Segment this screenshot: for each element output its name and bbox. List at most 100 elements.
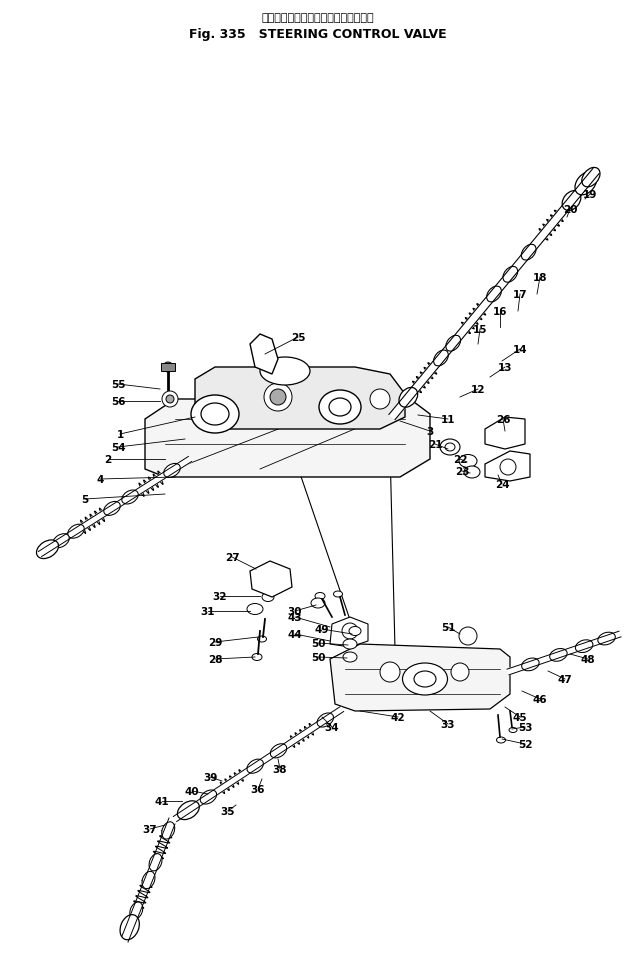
- Polygon shape: [389, 169, 599, 420]
- Ellipse shape: [270, 744, 287, 758]
- Circle shape: [500, 459, 516, 476]
- Ellipse shape: [440, 440, 460, 455]
- Ellipse shape: [104, 502, 120, 516]
- Circle shape: [256, 349, 268, 361]
- Text: 17: 17: [513, 290, 527, 300]
- Text: 26: 26: [495, 414, 510, 425]
- Text: 36: 36: [251, 785, 265, 794]
- Ellipse shape: [509, 728, 517, 733]
- Text: 42: 42: [391, 712, 405, 722]
- Ellipse shape: [163, 464, 180, 478]
- Ellipse shape: [247, 604, 263, 615]
- Text: 3: 3: [426, 427, 434, 437]
- Ellipse shape: [319, 391, 361, 425]
- Text: 52: 52: [518, 740, 532, 749]
- Text: 54: 54: [111, 443, 125, 452]
- Text: 28: 28: [208, 655, 222, 664]
- Text: 53: 53: [518, 722, 532, 732]
- Ellipse shape: [262, 593, 274, 602]
- Ellipse shape: [311, 598, 325, 609]
- Ellipse shape: [349, 627, 361, 636]
- Text: 46: 46: [533, 695, 548, 704]
- Circle shape: [451, 663, 469, 681]
- Text: Fig. 335   STEERING CONTROL VALVE: Fig. 335 STEERING CONTROL VALVE: [189, 28, 447, 41]
- Ellipse shape: [142, 871, 155, 889]
- Ellipse shape: [130, 902, 142, 919]
- Text: 14: 14: [513, 345, 527, 355]
- Ellipse shape: [343, 639, 357, 650]
- Text: 50: 50: [311, 638, 325, 649]
- Ellipse shape: [576, 640, 593, 653]
- Polygon shape: [507, 631, 621, 675]
- Ellipse shape: [53, 534, 69, 548]
- Ellipse shape: [459, 455, 477, 468]
- Text: 39: 39: [203, 772, 217, 783]
- Text: 37: 37: [142, 825, 157, 834]
- Polygon shape: [330, 645, 510, 711]
- Circle shape: [370, 390, 390, 409]
- Ellipse shape: [445, 444, 455, 451]
- Text: 32: 32: [213, 591, 227, 602]
- Text: 40: 40: [184, 786, 199, 796]
- Circle shape: [162, 392, 178, 407]
- Ellipse shape: [317, 713, 333, 727]
- Ellipse shape: [575, 173, 597, 195]
- Text: 5: 5: [81, 494, 88, 504]
- Ellipse shape: [260, 358, 310, 386]
- Polygon shape: [485, 417, 525, 449]
- Ellipse shape: [598, 632, 615, 645]
- Ellipse shape: [399, 388, 418, 407]
- Ellipse shape: [329, 399, 351, 416]
- Text: 11: 11: [441, 414, 455, 425]
- Text: 24: 24: [495, 480, 509, 489]
- Text: 18: 18: [533, 273, 547, 282]
- Polygon shape: [195, 367, 405, 430]
- Text: 41: 41: [155, 796, 169, 806]
- Ellipse shape: [464, 467, 480, 479]
- Text: 48: 48: [581, 655, 595, 664]
- Polygon shape: [330, 617, 368, 648]
- Polygon shape: [250, 335, 278, 374]
- Polygon shape: [38, 457, 191, 557]
- Text: 22: 22: [453, 454, 467, 464]
- Circle shape: [342, 623, 358, 639]
- Ellipse shape: [149, 854, 162, 871]
- Text: 34: 34: [325, 722, 340, 732]
- Ellipse shape: [162, 822, 175, 839]
- Ellipse shape: [191, 396, 239, 434]
- Polygon shape: [485, 451, 530, 482]
- Text: 45: 45: [513, 712, 527, 722]
- Text: 13: 13: [498, 362, 512, 372]
- Text: 25: 25: [291, 332, 305, 343]
- Ellipse shape: [550, 649, 567, 661]
- Text: 16: 16: [493, 307, 508, 317]
- Text: 31: 31: [201, 607, 215, 616]
- Ellipse shape: [258, 636, 266, 642]
- Text: 51: 51: [441, 622, 455, 632]
- Ellipse shape: [177, 801, 199, 820]
- Ellipse shape: [446, 336, 460, 352]
- Text: 21: 21: [428, 440, 442, 449]
- Ellipse shape: [68, 525, 84, 538]
- Ellipse shape: [582, 168, 600, 188]
- Text: 33: 33: [441, 719, 455, 729]
- Ellipse shape: [315, 593, 325, 600]
- Text: 15: 15: [473, 324, 487, 335]
- Text: 47: 47: [558, 674, 572, 684]
- Text: 49: 49: [315, 624, 329, 634]
- Text: 56: 56: [111, 397, 125, 406]
- Circle shape: [264, 384, 292, 411]
- Ellipse shape: [200, 790, 217, 804]
- Bar: [161, 363, 175, 371]
- Ellipse shape: [414, 671, 436, 687]
- Ellipse shape: [522, 245, 536, 261]
- Text: 20: 20: [563, 205, 577, 215]
- Ellipse shape: [121, 490, 138, 504]
- Text: 19: 19: [583, 190, 597, 199]
- Ellipse shape: [562, 191, 581, 211]
- Text: 27: 27: [225, 552, 239, 563]
- Ellipse shape: [252, 654, 262, 660]
- Text: 2: 2: [104, 454, 112, 464]
- Text: 44: 44: [287, 629, 302, 639]
- Circle shape: [166, 396, 174, 404]
